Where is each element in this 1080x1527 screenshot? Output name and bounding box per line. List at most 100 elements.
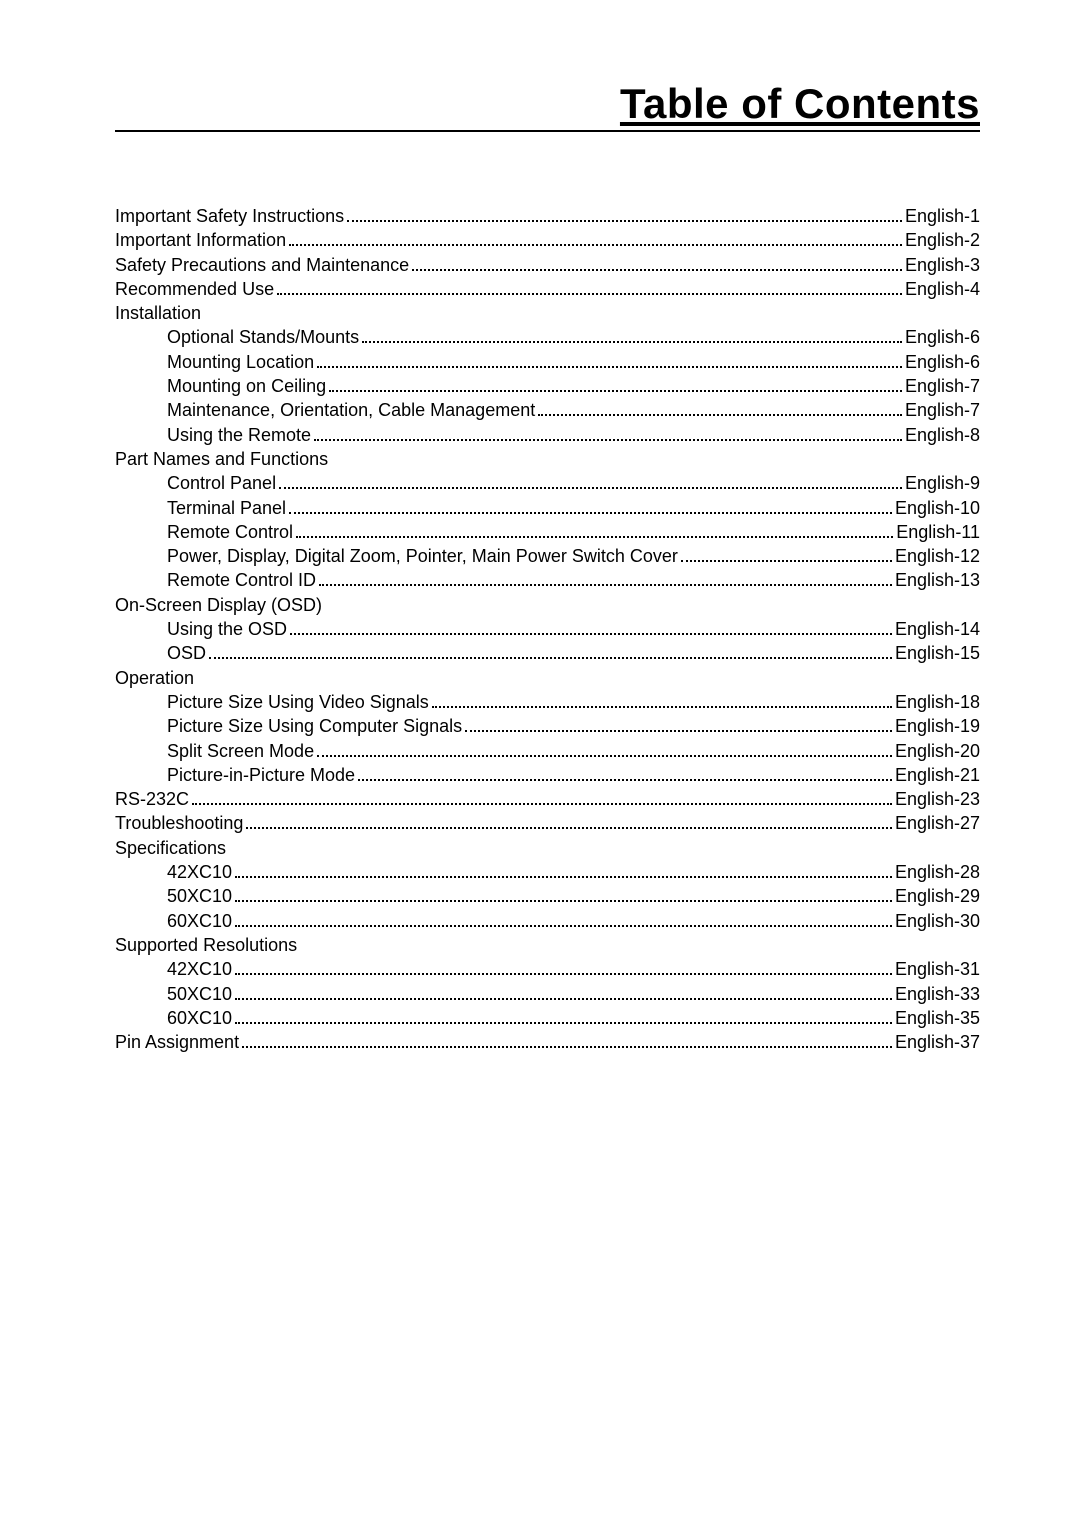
toc-page-ref: English-7: [905, 374, 980, 398]
toc-label: Optional Stands/Mounts: [167, 325, 359, 349]
toc-entry: Safety Precautions and MaintenanceEnglis…: [115, 253, 980, 277]
toc-label: Remote Control ID: [167, 568, 316, 592]
toc-label: Installation: [115, 303, 201, 323]
toc-leader-dots: [289, 512, 892, 514]
toc-page-ref: English-28: [895, 860, 980, 884]
toc-entry: 60XC10 English-30: [115, 909, 980, 933]
toc-page-ref: English-13: [895, 568, 980, 592]
toc-label: OSD: [167, 641, 206, 665]
toc-leader-dots: [289, 244, 902, 246]
toc-label: On-Screen Display (OSD): [115, 595, 322, 615]
page-title: Table of Contents: [115, 80, 980, 128]
toc-section-heading: On-Screen Display (OSD): [115, 593, 980, 617]
toc-entry: Control PanelEnglish-9: [115, 471, 980, 495]
toc-page-ref: English-35: [895, 1006, 980, 1030]
toc-page-ref: English-8: [905, 423, 980, 447]
toc-entry: OSD English-15: [115, 641, 980, 665]
toc-page-ref: English-4: [905, 277, 980, 301]
toc-leader-dots: [242, 1046, 892, 1048]
toc-page-ref: English-33: [895, 982, 980, 1006]
toc-entry: Picture-in-Picture Mode English-21: [115, 763, 980, 787]
toc-entry: 42XC10English-31: [115, 957, 980, 981]
toc-leader-dots: [235, 900, 892, 902]
toc-label: Troubleshooting: [115, 811, 243, 835]
toc-leader-dots: [362, 341, 902, 343]
toc-page-ref: English-31: [895, 957, 980, 981]
toc-entry: RS-232C English-23: [115, 787, 980, 811]
toc-label: Important Safety Instructions: [115, 204, 344, 228]
toc-entry: Picture Size Using Computer SignalsEngli…: [115, 714, 980, 738]
toc-leader-dots: [319, 584, 892, 586]
toc-entry: Important Safety Instructions English-1: [115, 204, 980, 228]
toc-label: RS-232C: [115, 787, 189, 811]
toc-page-ref: English-23: [895, 787, 980, 811]
toc-leader-dots: [235, 925, 892, 927]
toc-page-ref: English-20: [895, 739, 980, 763]
toc-entry: Troubleshooting English-27: [115, 811, 980, 835]
toc-page-ref: English-6: [905, 350, 980, 374]
toc-page-ref: English-37: [895, 1030, 980, 1054]
toc-leader-dots: [246, 827, 892, 829]
toc-entry: Using the Remote English-8: [115, 423, 980, 447]
toc-label: Remote Control: [167, 520, 293, 544]
toc-label: Using the OSD: [167, 617, 287, 641]
toc-label: 60XC10: [167, 909, 232, 933]
toc-label: Specifications: [115, 838, 226, 858]
toc-entry: Remote Control English-11: [115, 520, 980, 544]
toc-label: Pin Assignment: [115, 1030, 239, 1054]
toc-section-heading: Part Names and Functions: [115, 447, 980, 471]
toc-leader-dots: [681, 560, 892, 562]
toc-leader-dots: [358, 779, 892, 781]
toc-page-ref: English-1: [905, 204, 980, 228]
toc-leader-dots: [314, 439, 902, 441]
toc-page-ref: English-2: [905, 228, 980, 252]
toc-label: Recommended Use: [115, 277, 274, 301]
toc-page-ref: English-30: [895, 909, 980, 933]
toc-entry: 50XC10 English-33: [115, 982, 980, 1006]
toc-label: 60XC10: [167, 1006, 232, 1030]
toc-page-ref: English-21: [895, 763, 980, 787]
toc-label: Terminal Panel: [167, 496, 286, 520]
toc-entry: Pin Assignment English-37: [115, 1030, 980, 1054]
toc-label: Using the Remote: [167, 423, 311, 447]
toc-leader-dots: [412, 269, 902, 271]
toc-label: Mounting on Ceiling: [167, 374, 326, 398]
toc-entry: Remote Control ID English-13: [115, 568, 980, 592]
toc-page-ref: English-15: [895, 641, 980, 665]
toc-leader-dots: [329, 390, 902, 392]
toc-leader-dots: [465, 730, 892, 732]
toc-page-ref: English-29: [895, 884, 980, 908]
toc-entry: Important InformationEnglish-2: [115, 228, 980, 252]
toc-leader-dots: [538, 414, 902, 416]
toc-label: Picture Size Using Video Signals: [167, 690, 429, 714]
toc-entry: Terminal Panel English-10: [115, 496, 980, 520]
toc-label: Control Panel: [167, 471, 276, 495]
toc-page-ref: English-7: [905, 398, 980, 422]
toc-entry: Power, Display, Digital Zoom, Pointer, M…: [115, 544, 980, 568]
toc-leader-dots: [347, 220, 902, 222]
toc-leader-dots: [192, 803, 892, 805]
toc-section-heading: Operation: [115, 666, 980, 690]
toc-leader-dots: [235, 876, 892, 878]
toc-page-ref: English-18: [895, 690, 980, 714]
toc-page-ref: English-11: [896, 520, 980, 544]
page: Table of Contents Important Safety Instr…: [0, 0, 1080, 1054]
toc-label: Maintenance, Orientation, Cable Manageme…: [167, 398, 535, 422]
toc-entry: Picture Size Using Video Signals English-…: [115, 690, 980, 714]
toc-page-ref: English-10: [895, 496, 980, 520]
toc-page-ref: English-12: [895, 544, 980, 568]
toc-entry: 42XC10 English-28: [115, 860, 980, 884]
toc-page-ref: English-27: [895, 811, 980, 835]
toc-entry: 60XC10 English-35: [115, 1006, 980, 1030]
toc-label: Picture-in-Picture Mode: [167, 763, 355, 787]
toc-page-ref: English-3: [905, 253, 980, 277]
toc-page-ref: English-19: [895, 714, 980, 738]
toc-label: 50XC10: [167, 982, 232, 1006]
toc-leader-dots: [235, 998, 892, 1000]
toc-leader-dots: [235, 1022, 892, 1024]
toc-leader-dots: [209, 657, 892, 659]
toc-entry: Recommended Use English-4: [115, 277, 980, 301]
toc-label: 42XC10: [167, 860, 232, 884]
toc-entry: Optional Stands/MountsEnglish-6: [115, 325, 980, 349]
toc-section-heading: Supported Resolutions: [115, 933, 980, 957]
